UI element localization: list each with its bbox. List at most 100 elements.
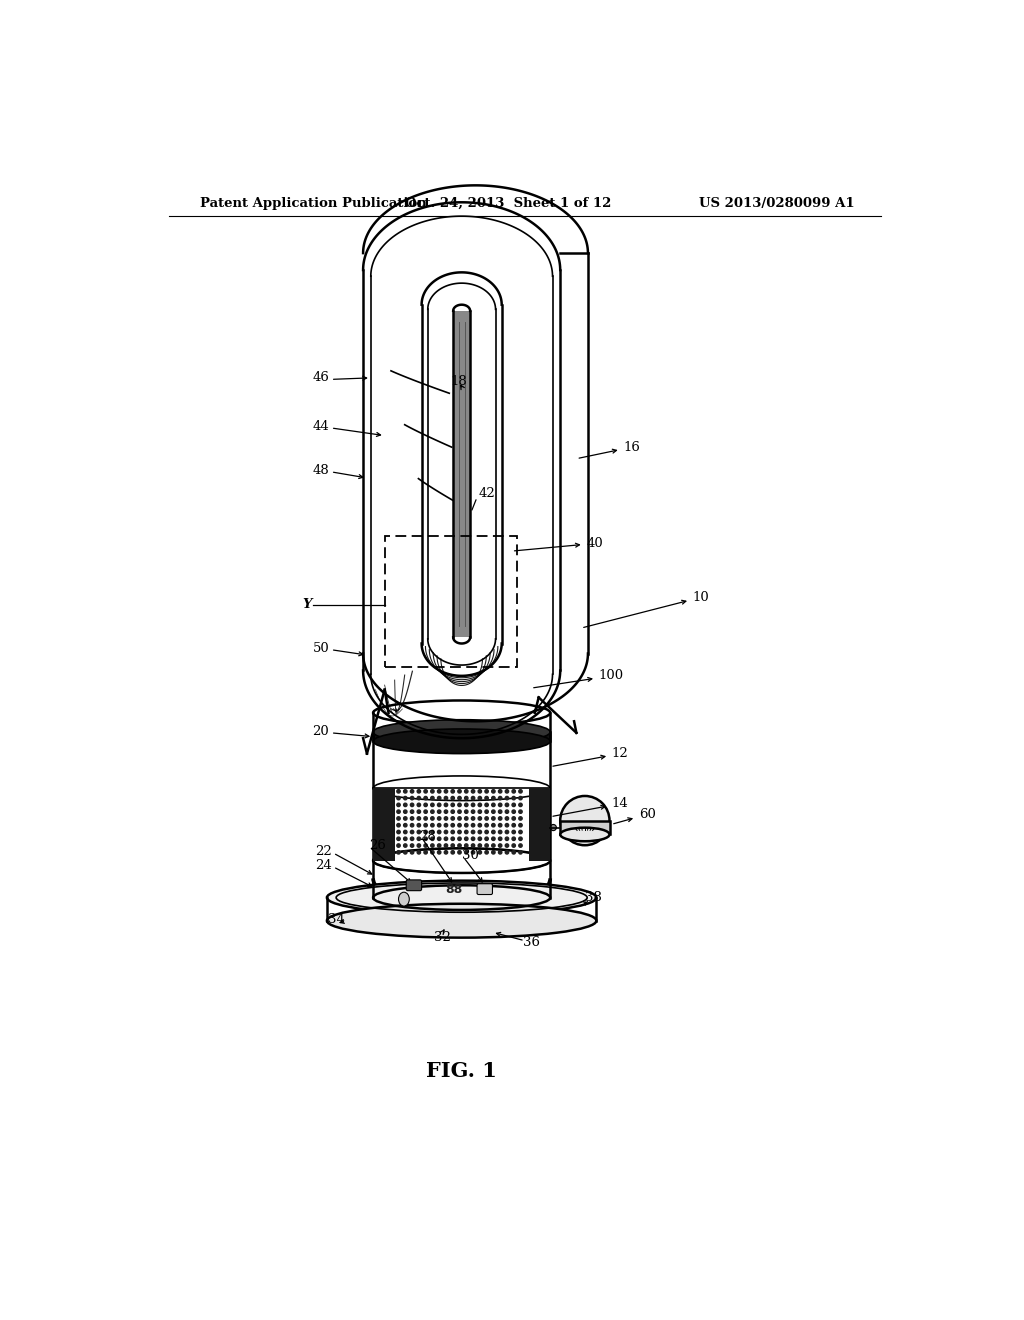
Circle shape xyxy=(478,796,481,800)
Circle shape xyxy=(512,837,515,841)
Circle shape xyxy=(471,824,475,826)
Circle shape xyxy=(397,810,400,813)
Polygon shape xyxy=(560,821,609,834)
Circle shape xyxy=(437,803,441,807)
Circle shape xyxy=(411,803,414,807)
Circle shape xyxy=(465,837,468,841)
Circle shape xyxy=(485,824,488,826)
Circle shape xyxy=(451,796,455,800)
Circle shape xyxy=(512,850,515,854)
Circle shape xyxy=(492,796,495,800)
Circle shape xyxy=(411,789,414,793)
Circle shape xyxy=(397,843,400,847)
Circle shape xyxy=(471,843,475,847)
Ellipse shape xyxy=(327,904,596,937)
Text: 28: 28 xyxy=(419,829,436,842)
Circle shape xyxy=(505,830,509,834)
Circle shape xyxy=(403,850,407,854)
Circle shape xyxy=(417,830,421,834)
Circle shape xyxy=(492,843,495,847)
Ellipse shape xyxy=(560,828,609,841)
Circle shape xyxy=(451,830,455,834)
Circle shape xyxy=(519,837,522,841)
Circle shape xyxy=(465,789,468,793)
Circle shape xyxy=(512,824,515,826)
Circle shape xyxy=(471,796,475,800)
Circle shape xyxy=(465,850,468,854)
Circle shape xyxy=(417,789,421,793)
Circle shape xyxy=(417,850,421,854)
Text: 100: 100 xyxy=(534,669,624,688)
Circle shape xyxy=(451,789,455,793)
Circle shape xyxy=(431,796,434,800)
Text: 24: 24 xyxy=(315,859,333,871)
Circle shape xyxy=(403,817,407,820)
Circle shape xyxy=(411,843,414,847)
Text: 14: 14 xyxy=(553,797,629,816)
Circle shape xyxy=(465,803,468,807)
Circle shape xyxy=(485,817,488,820)
Circle shape xyxy=(478,789,481,793)
Circle shape xyxy=(478,830,481,834)
Circle shape xyxy=(478,837,481,841)
FancyBboxPatch shape xyxy=(422,305,501,644)
Circle shape xyxy=(458,843,461,847)
Circle shape xyxy=(492,817,495,820)
Text: 30: 30 xyxy=(462,849,478,862)
Circle shape xyxy=(499,796,502,800)
Circle shape xyxy=(431,837,434,841)
FancyBboxPatch shape xyxy=(407,880,422,891)
Circle shape xyxy=(431,830,434,834)
Circle shape xyxy=(471,789,475,793)
Circle shape xyxy=(417,837,421,841)
Circle shape xyxy=(492,789,495,793)
Circle shape xyxy=(485,810,488,813)
Circle shape xyxy=(505,850,509,854)
Circle shape xyxy=(444,843,447,847)
Text: 16: 16 xyxy=(580,441,640,458)
Circle shape xyxy=(458,830,461,834)
Text: 20: 20 xyxy=(312,725,330,738)
Circle shape xyxy=(458,810,461,813)
Circle shape xyxy=(485,843,488,847)
Ellipse shape xyxy=(398,892,410,906)
Circle shape xyxy=(505,789,509,793)
Text: Y: Y xyxy=(302,598,311,611)
Circle shape xyxy=(424,810,427,813)
Circle shape xyxy=(424,796,427,800)
Circle shape xyxy=(458,837,461,841)
Ellipse shape xyxy=(373,719,550,744)
Circle shape xyxy=(499,817,502,820)
Circle shape xyxy=(437,817,441,820)
Circle shape xyxy=(451,850,455,854)
Circle shape xyxy=(403,789,407,793)
Bar xyxy=(454,312,470,638)
Circle shape xyxy=(519,850,522,854)
Circle shape xyxy=(451,810,455,813)
Circle shape xyxy=(499,837,502,841)
Bar xyxy=(385,536,517,667)
Circle shape xyxy=(519,796,522,800)
Circle shape xyxy=(424,789,427,793)
Circle shape xyxy=(431,817,434,820)
Circle shape xyxy=(424,803,427,807)
Circle shape xyxy=(451,837,455,841)
Circle shape xyxy=(431,803,434,807)
Text: 12: 12 xyxy=(553,747,629,766)
Circle shape xyxy=(437,789,441,793)
Ellipse shape xyxy=(560,796,609,845)
Circle shape xyxy=(437,837,441,841)
Text: 42: 42 xyxy=(478,487,496,500)
Circle shape xyxy=(397,789,400,793)
Circle shape xyxy=(485,837,488,841)
Circle shape xyxy=(465,843,468,847)
Circle shape xyxy=(492,837,495,841)
Circle shape xyxy=(492,830,495,834)
Circle shape xyxy=(397,837,400,841)
Circle shape xyxy=(458,803,461,807)
Circle shape xyxy=(519,817,522,820)
Circle shape xyxy=(397,817,400,820)
Circle shape xyxy=(397,796,400,800)
Circle shape xyxy=(397,830,400,834)
Circle shape xyxy=(519,803,522,807)
